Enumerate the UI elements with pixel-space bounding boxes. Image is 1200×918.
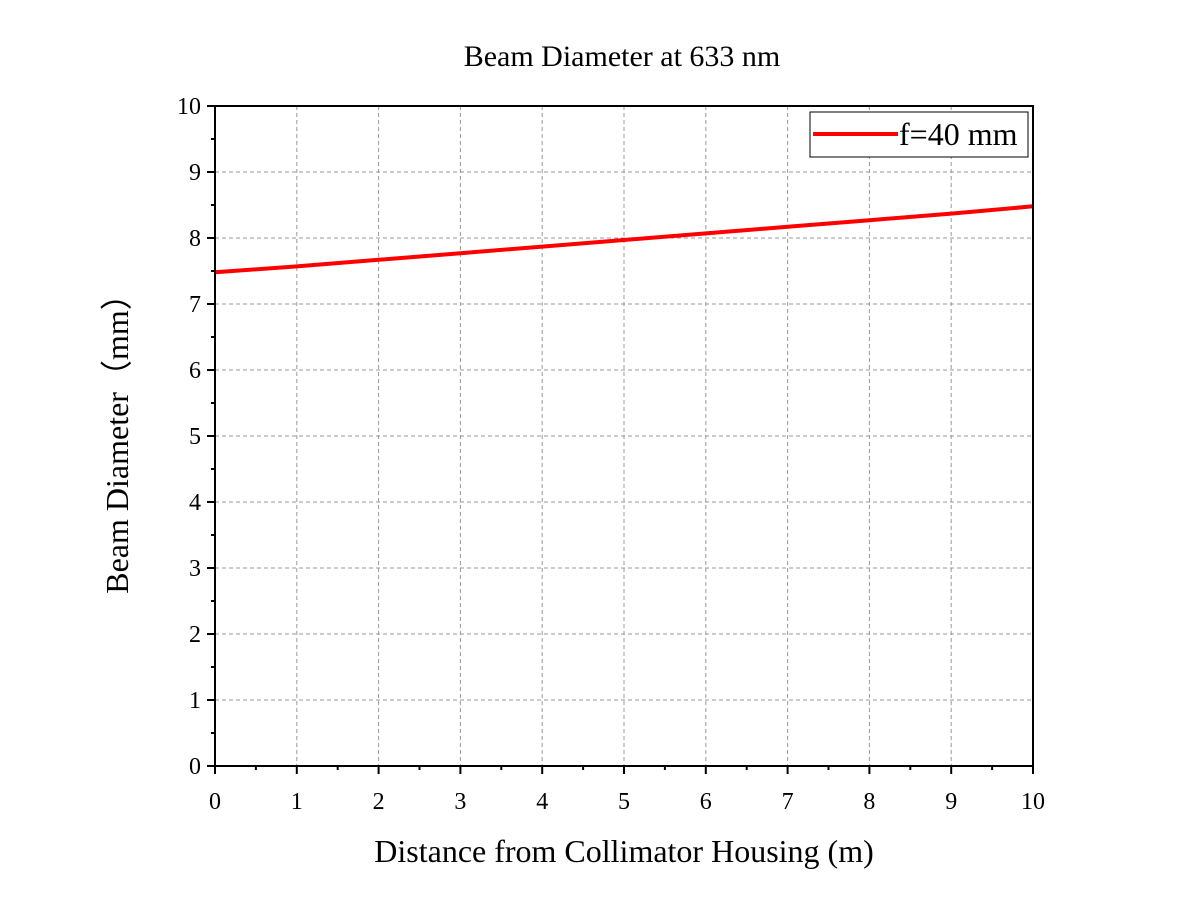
- y-tick-label: 5: [189, 424, 201, 450]
- x-tick-label: 10: [1021, 789, 1045, 815]
- plot-frame: [214, 105, 1034, 767]
- y-tick-label: 0: [189, 754, 201, 780]
- x-tick-label: 6: [700, 789, 712, 815]
- x-tick-label: 9: [945, 789, 957, 815]
- grid-layer: [215, 106, 1033, 766]
- minor-tick-layer: [211, 138, 994, 770]
- legend-label: f=40 mm: [899, 116, 1018, 152]
- x-tick-label: 0: [209, 789, 221, 815]
- x-tick-label: 7: [782, 789, 794, 815]
- x-tick-label: 1: [291, 789, 303, 815]
- tick-layer: [207, 105, 1034, 774]
- y-tick-label: 1: [189, 688, 201, 714]
- chart-title: Beam Diameter at 633 nm: [464, 40, 781, 73]
- x-tick-label: 8: [863, 789, 875, 815]
- y-tick-label: 3: [189, 556, 201, 582]
- y-tick-label: 10: [177, 94, 201, 120]
- tick-label-layer: 0 1 2 3 4 5 6 7 8 9 10 0 1 2 3 4 5 6 7 8 9 10: [177, 94, 1045, 815]
- x-tick-label: 5: [618, 789, 630, 815]
- x-tick-label: 4: [536, 789, 548, 815]
- x-axis-label: Distance from Collimator Housing (m): [374, 833, 873, 869]
- x-tick-label: 3: [454, 789, 466, 815]
- y-tick-label: 7: [189, 292, 201, 318]
- y-tick-label: 8: [189, 226, 201, 252]
- y-tick-label: 9: [189, 160, 201, 186]
- series-layer: [214, 204, 1034, 275]
- series-line: [214, 204, 1034, 275]
- y-tick-label: 4: [189, 490, 201, 516]
- legend: f=40 mm: [809, 111, 1029, 158]
- y-tick-label: 2: [189, 622, 201, 648]
- y-tick-label: 6: [189, 358, 201, 384]
- x-tick-label: 2: [373, 789, 385, 815]
- y-axis-label: Beam Diameter（mm）: [99, 278, 135, 593]
